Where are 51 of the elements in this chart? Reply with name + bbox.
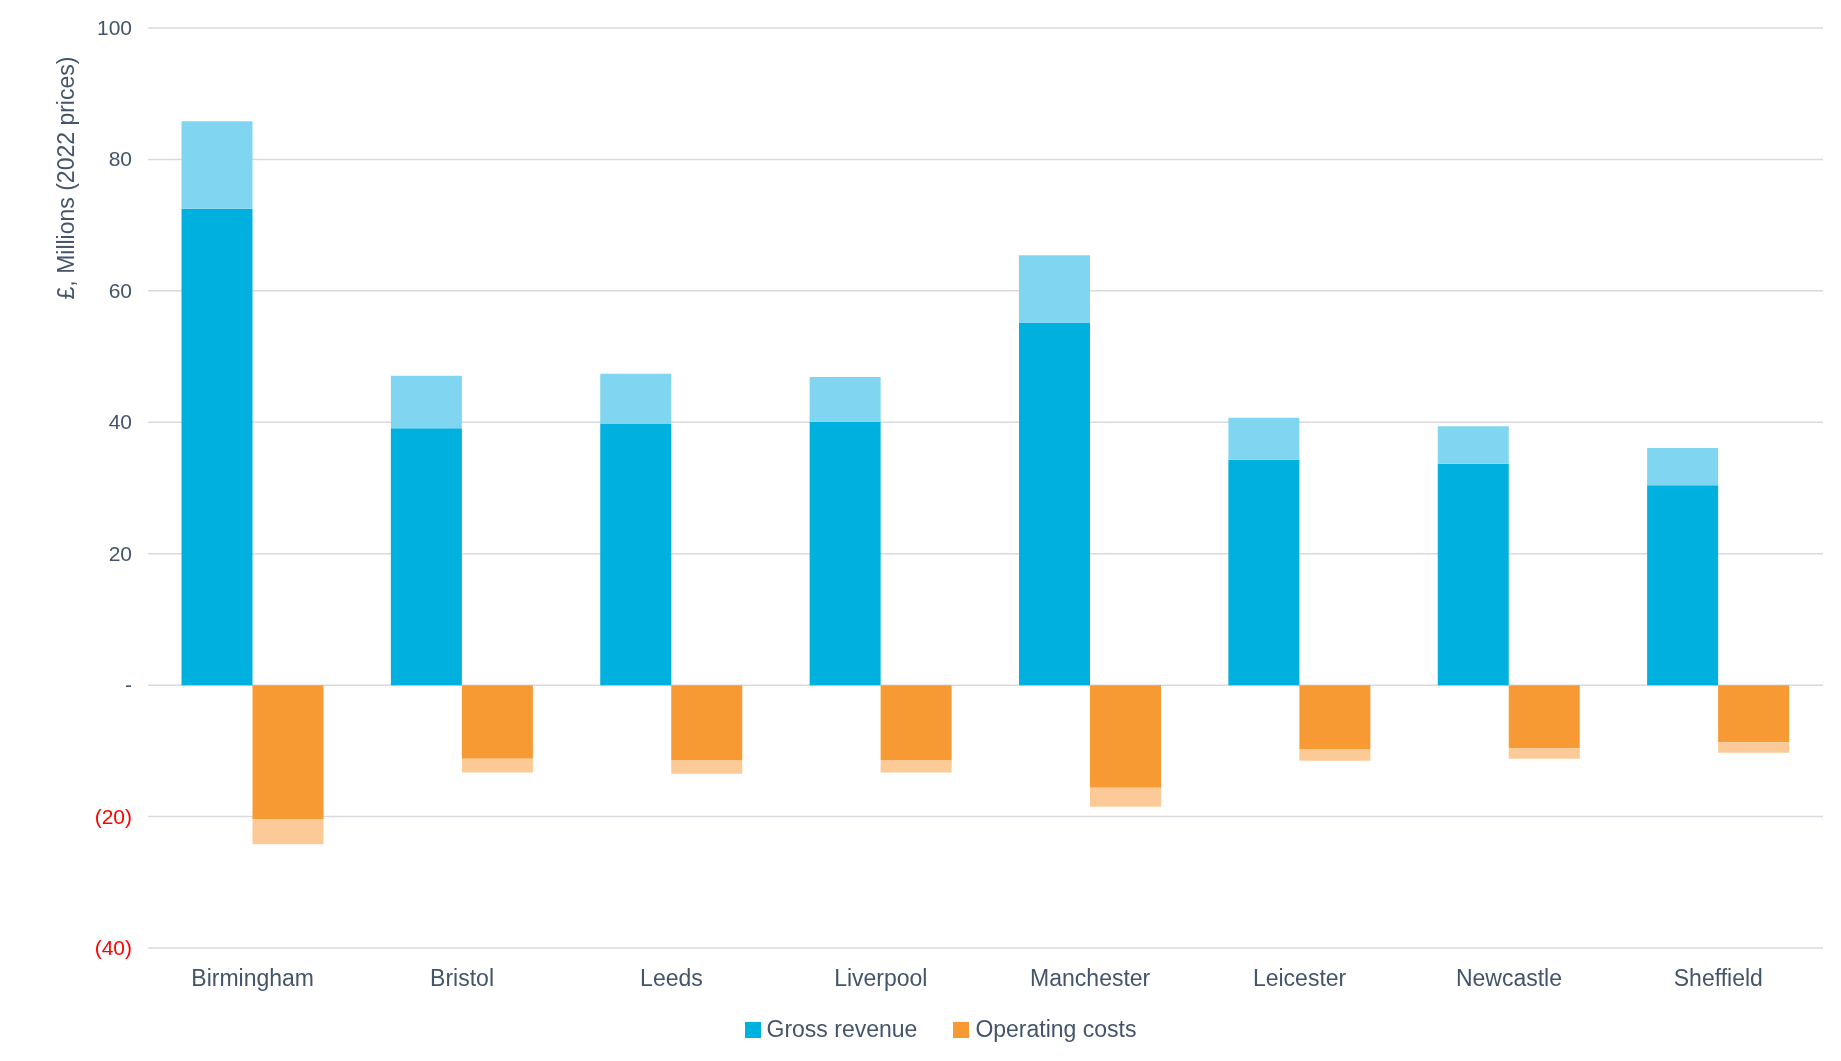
bar [1019, 322, 1090, 686]
x-tick-label: Bristol [430, 965, 495, 992]
y-tick-label: 100 [96, 16, 132, 39]
bar [1437, 426, 1509, 464]
bar [1718, 685, 1790, 743]
bar [1090, 787, 1161, 807]
y-tick-label: 80 [108, 147, 132, 171]
x-tick-label: Birmingham [191, 965, 315, 992]
x-tick-label: Leicester [1252, 965, 1347, 992]
y-tick-label: 20 [108, 541, 132, 565]
bar [461, 685, 533, 759]
bar [671, 760, 743, 774]
bar [880, 685, 952, 761]
legend-label: Gross revenue [766, 1016, 918, 1043]
bar [181, 121, 253, 209]
bar [181, 208, 253, 686]
bar [1647, 447, 1719, 486]
bar [809, 376, 881, 422]
bar [1508, 748, 1580, 759]
y-tick-label: 60 [108, 278, 132, 302]
bar [671, 685, 743, 761]
y-tick-label: (20) [94, 804, 132, 828]
bar [600, 423, 672, 686]
bar [1228, 417, 1300, 460]
bar [390, 428, 462, 686]
bar [1299, 685, 1371, 750]
bar [809, 421, 881, 686]
x-tick-label: Leeds [640, 965, 703, 992]
bar [880, 760, 952, 773]
x-tick-label: Sheffield [1673, 965, 1763, 992]
y-tick-label: - [125, 673, 132, 697]
bar [252, 819, 324, 845]
legend-label: Operating costs [975, 1016, 1137, 1043]
bar [390, 375, 462, 429]
bar [1019, 255, 1090, 323]
bar [1437, 463, 1509, 686]
bar [1718, 742, 1790, 753]
bar [1228, 459, 1300, 686]
bar [600, 373, 672, 424]
x-tick-label: Manchester [1030, 965, 1151, 992]
bar [252, 685, 324, 820]
y-axis-title: £, Millions (2022 prices) [53, 56, 79, 300]
y-tick-label: (40) [94, 936, 132, 959]
bar [461, 758, 533, 773]
bar [1090, 685, 1161, 788]
bar [1647, 485, 1719, 686]
bar [1299, 749, 1371, 761]
bar [1508, 685, 1580, 749]
y-tick-label: 40 [108, 410, 132, 434]
x-tick-label: Newcastle [1455, 965, 1562, 992]
x-tick-label: Liverpool [834, 965, 928, 992]
